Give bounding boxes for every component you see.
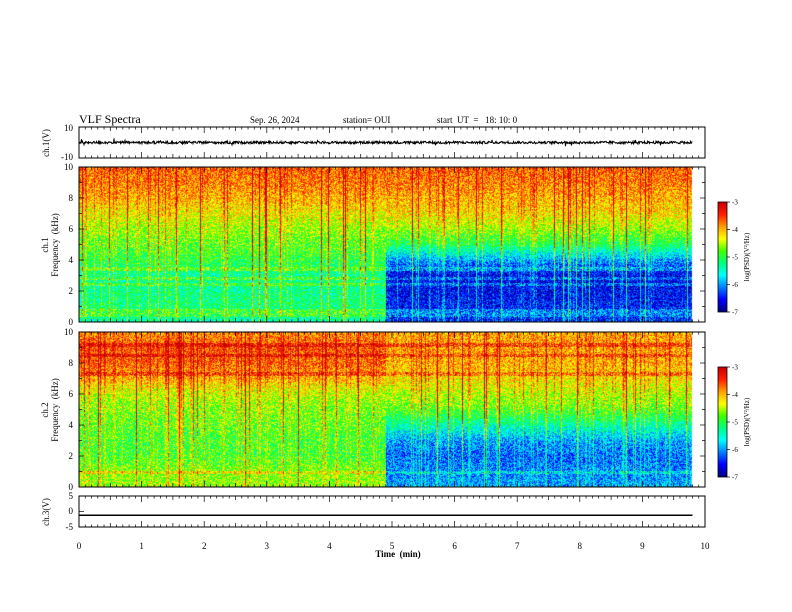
colorbar-tick-label: -6 [732,281,738,289]
colorbar-tick-label: -6 [732,446,738,454]
time-axis-tick-labels: 0 1 2 3 4 5 6 7 8 9 10 [77,541,710,551]
ch2-colorbar: -3 -4 -5 -6 -7 log(PSD)(V²/Hz) [717,364,751,482]
time-tick-label: 1 [139,541,144,551]
time-tick-label: 2 [202,541,207,551]
freq-tick-label: 6 [69,389,74,399]
ch3-ytick-mid: 0 [69,506,74,516]
ch3-waveform-panel: 5 0 -5 ch.3(V) [41,491,706,532]
ch1-waveform-panel: 10 -10 ch.1(V) [41,123,706,162]
ch1-waveform-ticks [78,127,706,158]
freq-tick-label: 8 [69,358,74,368]
freq-tick-label: 8 [69,193,74,203]
ch2-spectrogram-freq-label: Frequency (kHz) [50,378,60,441]
ch1-ytick-top: 10 [64,123,74,133]
figure-title: VLF Spectra [79,112,141,126]
freq-tick-label: 4 [69,255,74,265]
ch1-waveform-ylabel: ch.1(V) [41,129,51,157]
freq-tick-label: 0 [69,317,74,327]
ch3-ytick-top: 5 [69,491,74,501]
ch2-colorbar-ticks: -3 -4 -5 -6 -7 [727,364,738,482]
ch3-waveform-ylabel: ch.3(V) [41,498,51,526]
colorbar-tick-label: -3 [732,364,738,372]
freq-tick-label: 2 [69,451,74,461]
ch3-waveform-ticks [78,495,706,528]
freq-tick-label: 6 [69,224,74,234]
time-tick-label: 3 [265,541,270,551]
ch1-colorbar-ticks: -3 -4 -5 -6 -7 [727,199,738,317]
ch3-ytick-bottom: -5 [66,522,74,532]
colorbar-tick-label: -7 [732,309,738,317]
colorbar-tick-label: -3 [732,199,738,207]
time-tick-label: 4 [327,541,332,551]
time-tick-label: 8 [578,541,583,551]
freq-tick-label: 0 [69,482,74,492]
ch2-spectrogram-ticks [78,331,706,488]
ch1-spectrogram-freq-label: Frequency (kHz) [50,213,60,276]
ch1-spectrogram-heatmap [79,167,705,322]
ch1-spectrogram-panel: 0 2 4 6 8 10 ch.1 Frequency (kHz) [40,162,706,327]
ch1-colorbar-label: log(PSD)(V²/Hz) [743,232,751,281]
time-tick-label: 9 [640,541,645,551]
colorbar-tick-label: -4 [732,226,738,234]
ch2-spectrogram-yticks: 0 2 4 6 8 10 [64,327,74,492]
time-tick-label: 10 [701,541,711,551]
ch2-spectrogram-panel: 0 2 4 6 8 10 ch.2 Frequency (kHz) [40,327,706,492]
colorbar-tick-label: -5 [732,254,738,262]
time-tick-label: 0 [77,541,82,551]
time-axis-label: Time (min) [375,549,420,559]
time-tick-label: 7 [515,541,520,551]
colorbar-tick-label: -5 [732,419,738,427]
ch1-spectrogram-ylabel: ch.1 [40,237,50,252]
freq-tick-label: 4 [69,420,74,430]
ch1-colorbar: -3 -4 -5 -6 -7 log(PSD)(V²/Hz) [717,199,751,317]
freq-tick-label: 10 [64,162,74,172]
ch1-spectrogram-ticks [78,166,706,323]
time-tick-label: 6 [452,541,457,551]
freq-tick-label: 2 [69,286,74,296]
colorbar-tick-label: -4 [732,391,738,399]
ch1-spectrogram-yticks: 0 2 4 6 8 10 [64,162,74,327]
ch2-colorbar-gradient [718,367,727,477]
header-station: station= OUI [343,115,390,125]
ch2-spectrogram-ylabel: ch.2 [40,402,50,417]
time-tick-label: 5 [390,541,395,551]
ch2-colorbar-label: log(PSD)(V²/Hz) [743,397,751,446]
ch1-colorbar-gradient [718,202,727,312]
ch1-ytick-bottom: -10 [61,152,73,162]
colorbar-tick-label: -7 [732,474,738,482]
header-start-time: start UT = 18: 10: 0 [437,115,518,125]
freq-tick-label: 10 [64,327,74,337]
ch1-waveform-line [78,138,693,147]
ch2-spectrogram-heatmap [79,332,705,487]
header-date: Sep. 26, 2024 [250,115,300,125]
